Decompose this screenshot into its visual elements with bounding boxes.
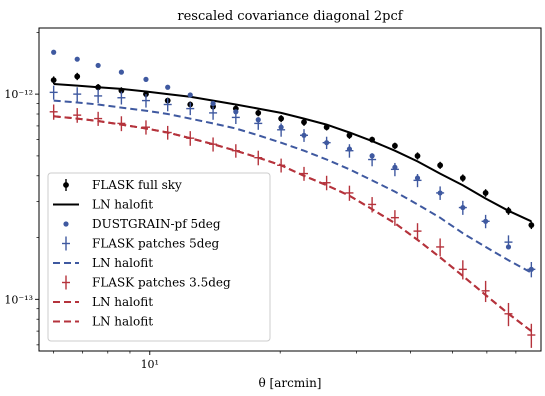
y-tick-label: 10⁻¹²: [4, 88, 33, 101]
axis-ticks: 10¹ 10⁻¹² 10⁻¹³: [4, 31, 517, 371]
data-point: [118, 69, 124, 75]
legend-label: FLASK patches 5deg: [92, 237, 220, 251]
series-7: [53, 115, 532, 332]
legend-label: FLASK patches 3.5deg: [92, 276, 231, 290]
legend-entry: LN halofit: [53, 315, 153, 329]
y-tick-label: 10⁻¹³: [4, 293, 33, 306]
axes-frame: [38, 27, 542, 352]
legend-label: DUSTGRAIN-pf 5deg: [92, 217, 221, 231]
data-point: [459, 175, 466, 181]
series-line: [53, 83, 532, 223]
legend-entry: FLASK patches 5deg: [62, 236, 220, 251]
chart-title: rescaled covariance diagonal 2pcf: [177, 9, 403, 24]
data-point: [301, 119, 307, 126]
legend-entry: DUSTGRAIN-pf 5deg: [63, 217, 221, 231]
data-point: [50, 77, 57, 84]
legend-entry: LN halofit: [53, 295, 153, 309]
legend-label: LN halofit: [92, 256, 153, 270]
x-tick-label: 10¹: [141, 358, 159, 371]
legend: FLASK full sky LN halofit DUSTGRAIN-pf 5de…: [47, 172, 271, 342]
series-line: [53, 99, 532, 274]
legend-entry: FLASK patches 3.5deg: [62, 275, 231, 290]
legend-marker: [63, 182, 69, 188]
data-point: [255, 110, 262, 116]
series-line: [53, 115, 532, 332]
data-point: [74, 56, 80, 62]
data-point: [528, 222, 535, 228]
data-point: [392, 142, 398, 149]
legend-label: LN halofit: [92, 198, 153, 212]
series-1: [53, 83, 532, 223]
legend-entry: LN halofit: [53, 256, 153, 270]
legend-label: FLASK full sky: [92, 178, 182, 192]
data-point: [437, 162, 444, 169]
legend-marker: [63, 221, 69, 227]
legend-entry: FLASK full sky: [63, 178, 182, 192]
series-4: [53, 99, 532, 274]
data-point: [51, 49, 57, 55]
series-3: [49, 85, 536, 278]
data-point: [165, 84, 171, 90]
data-point: [143, 76, 149, 82]
data-point: [95, 62, 101, 69]
legend-label: LN halofit: [92, 295, 153, 309]
legend-entry: LN halofit: [53, 198, 153, 212]
data-point: [482, 190, 489, 196]
data-point: [187, 92, 193, 98]
data-point: [278, 115, 285, 122]
legend-label: LN halofit: [92, 315, 153, 329]
plot-area: [49, 49, 536, 348]
data-point: [210, 100, 216, 107]
data-point: [74, 73, 81, 80]
legend-box: [47, 172, 271, 342]
data-point: [414, 152, 421, 159]
x-axis-label: θ [arcmin]: [259, 376, 322, 390]
